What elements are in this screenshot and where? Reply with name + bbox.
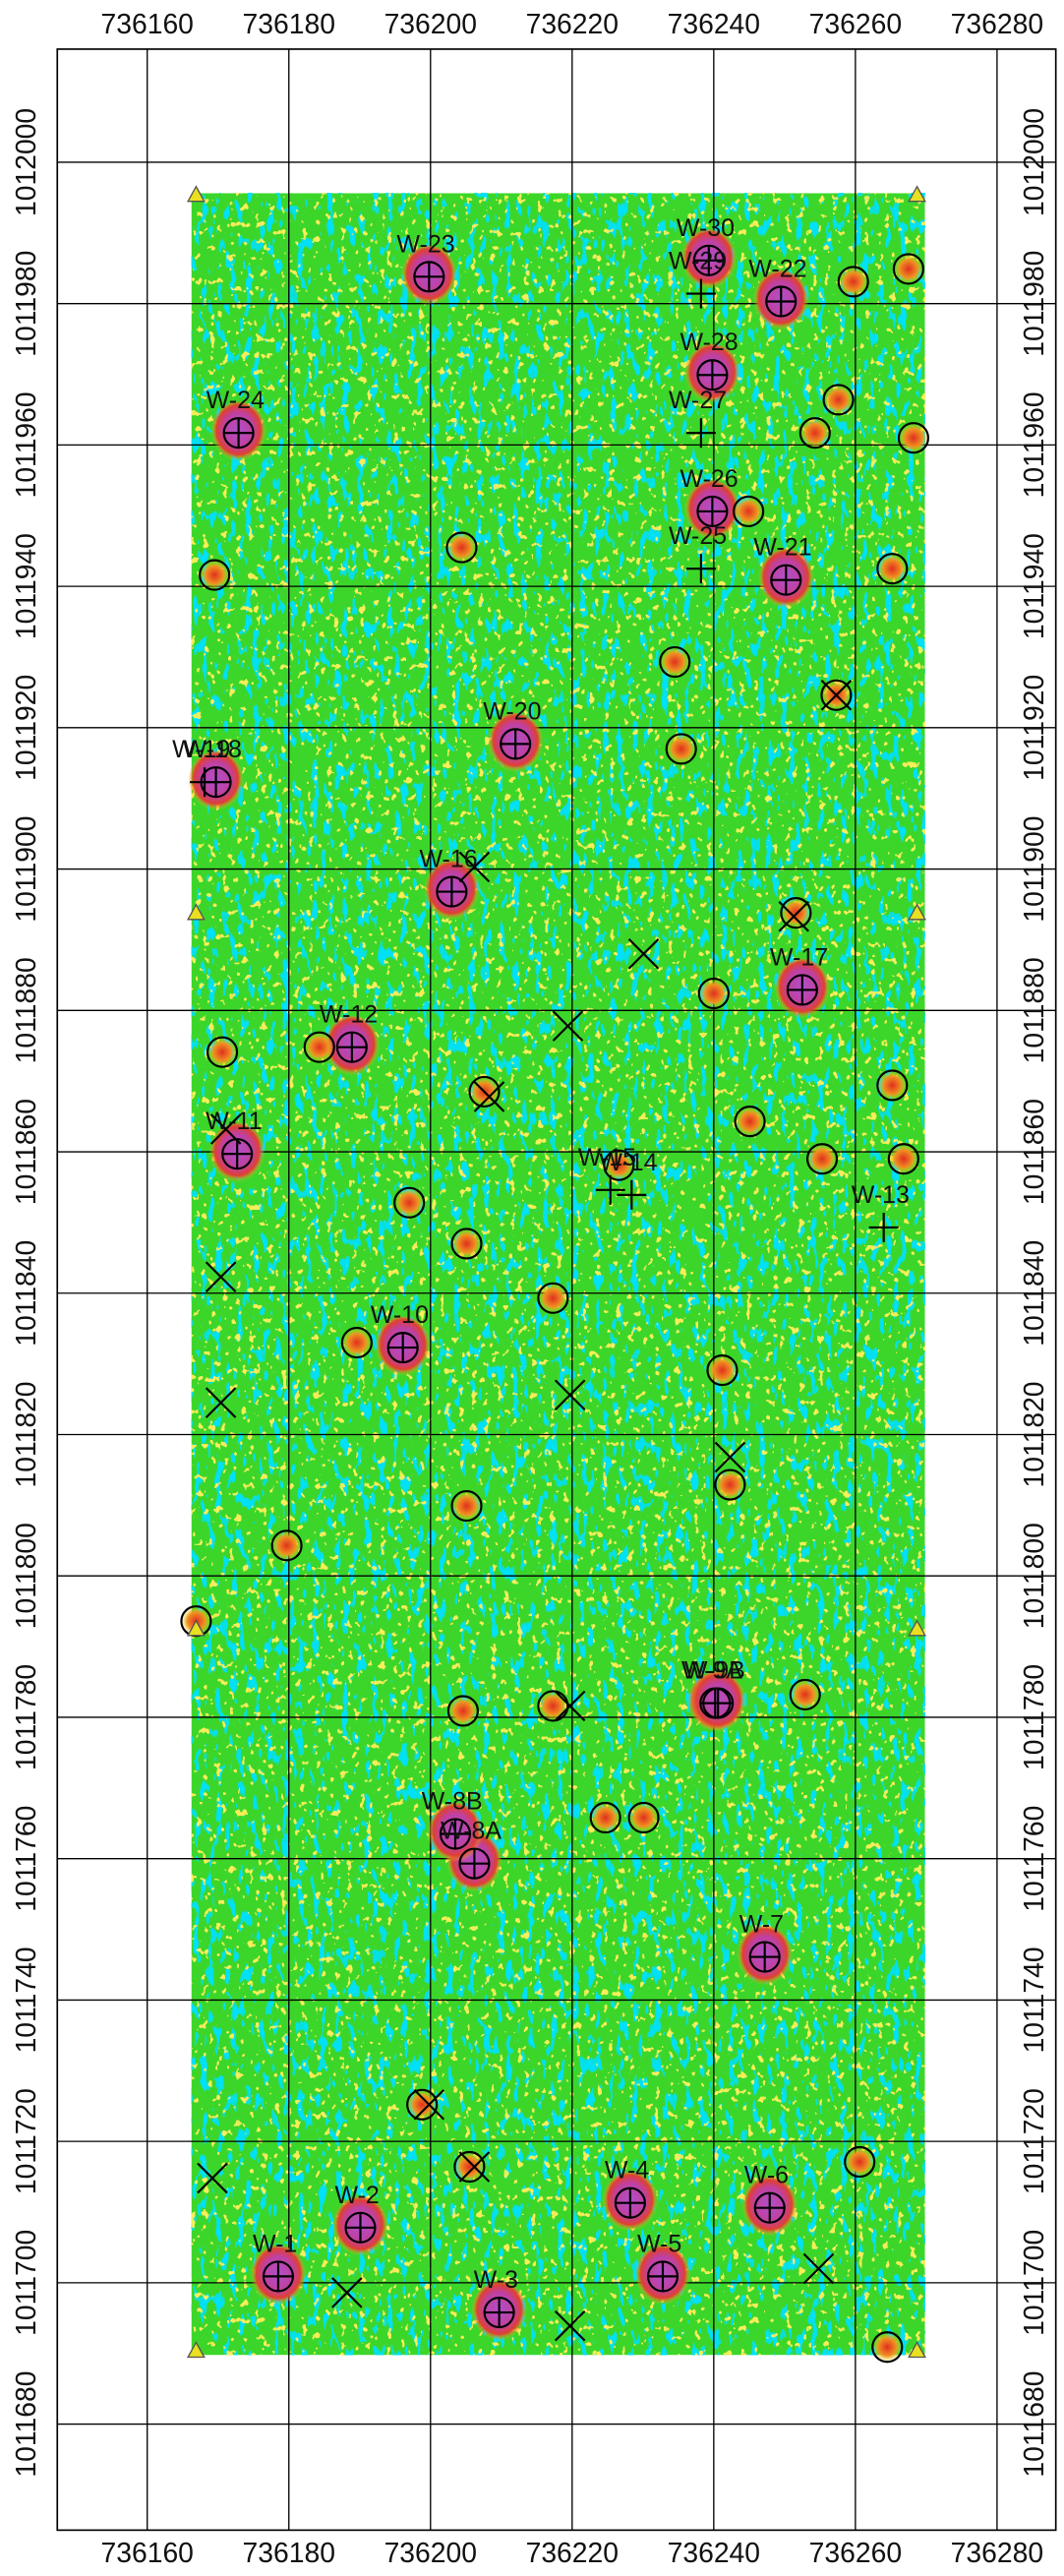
- well-label: W-27: [669, 387, 727, 414]
- y-tick-label-right: 1011820: [1018, 1381, 1049, 1487]
- well-label: W-17: [770, 943, 828, 971]
- x-tick-label-bottom: 736200: [384, 2537, 477, 2568]
- x-tick-label-top: 736180: [243, 8, 335, 39]
- x-tick-label-bottom: 736180: [243, 2537, 335, 2568]
- well-label: W-13: [852, 1181, 910, 1209]
- x-tick-label-bottom: 736160: [101, 2537, 194, 2568]
- well-label: W-3: [474, 2266, 518, 2294]
- y-tick-label-left: 1011720: [10, 2088, 41, 2194]
- well-label: W-22: [748, 255, 806, 282]
- well-label: W-9B: [684, 1657, 745, 1685]
- well-label: W-21: [753, 534, 811, 562]
- y-tick-label-left: 1011980: [10, 251, 41, 357]
- y-tick-label-right: 1011860: [1018, 1099, 1049, 1205]
- well-label: W-4: [605, 2157, 649, 2185]
- y-tick-label-right: 1011940: [1018, 533, 1049, 639]
- y-tick-label-left: 1011760: [10, 1806, 41, 1912]
- y-tick-label-right: 1011800: [1018, 1523, 1049, 1629]
- y-tick-label-right: 1011760: [1018, 1806, 1049, 1912]
- well-label: W-6: [744, 2162, 789, 2189]
- well-label: W-1: [253, 2230, 297, 2257]
- y-tick-label-left: 1011780: [10, 1664, 41, 1770]
- y-tick-label-left: 1011920: [10, 675, 41, 781]
- well-label: W-30: [677, 214, 735, 242]
- y-tick-label-left: 1011800: [10, 1523, 41, 1629]
- y-tick-label-right: 1011720: [1018, 2088, 1049, 2194]
- well-label: W-16: [419, 846, 477, 873]
- surface-high: [192, 193, 925, 2355]
- well-label: W-10: [371, 1301, 429, 1329]
- x-tick-label-top: 736280: [951, 8, 1043, 39]
- well-label: W-29: [669, 248, 727, 275]
- well-label: W-23: [396, 230, 454, 258]
- page: W-1W-2W-3W-4W-5W-6W-7W-8AW-8BW-9AW-9BW-1…: [0, 0, 1064, 2576]
- y-tick-label-left: 1011820: [10, 1381, 41, 1487]
- y-tick-label-left: 1012000: [10, 108, 41, 216]
- y-tick-label-left: 1011840: [10, 1240, 41, 1347]
- well-label: W-25: [669, 522, 727, 550]
- well-label: W-7: [739, 1911, 784, 1939]
- y-tick-label-right: 1012000: [1018, 108, 1049, 216]
- well-label: W-12: [320, 1001, 378, 1029]
- well-label: W-8B: [422, 1787, 483, 1815]
- x-tick-label-bottom: 736220: [526, 2537, 619, 2568]
- y-tick-label-right: 1011840: [1018, 1240, 1049, 1347]
- well-label: W-26: [680, 465, 738, 493]
- y-tick-label-right: 1011900: [1018, 816, 1049, 923]
- y-tick-label-right: 1011780: [1018, 1664, 1049, 1770]
- y-tick-label-left: 1011700: [10, 2230, 41, 2336]
- well-label: W-20: [483, 697, 541, 725]
- well-label: W-19: [172, 736, 230, 763]
- y-tick-label-left: 1011740: [10, 1947, 41, 2053]
- y-tick-label-right: 1011920: [1018, 675, 1049, 781]
- y-tick-label-right: 1011980: [1018, 251, 1049, 357]
- x-tick-label-bottom: 736240: [668, 2537, 760, 2568]
- y-tick-label-right: 1011680: [1018, 2371, 1049, 2478]
- x-tick-label-top: 736220: [526, 8, 619, 39]
- well-label: W-24: [207, 387, 265, 414]
- well-label: W-11: [206, 1108, 262, 1135]
- y-tick-label-left: 1011960: [10, 391, 41, 498]
- y-tick-label-left: 1011900: [10, 816, 41, 923]
- x-tick-label-bottom: 736260: [809, 2537, 902, 2568]
- well-label: W-15: [578, 1144, 636, 1171]
- survey-map: W-1W-2W-3W-4W-5W-6W-7W-8AW-8BW-9AW-9BW-1…: [0, 0, 1064, 2576]
- y-tick-label-right: 1011740: [1018, 1947, 1049, 2053]
- x-tick-label-top: 736200: [384, 8, 477, 39]
- y-tick-label-left: 1011940: [10, 533, 41, 639]
- well-label: W-28: [680, 329, 738, 356]
- survey-surface: [192, 193, 925, 2355]
- x-tick-label-bottom: 736280: [951, 2537, 1043, 2568]
- y-tick-label-right: 1011880: [1018, 957, 1049, 1063]
- y-tick-label-left: 1011860: [10, 1099, 41, 1205]
- well-label: W-8A: [441, 1818, 502, 1845]
- well-label: W-5: [637, 2230, 681, 2257]
- x-tick-label-top: 736240: [668, 8, 760, 39]
- x-tick-label-top: 736260: [809, 8, 902, 39]
- y-tick-label-right: 1011700: [1018, 2230, 1049, 2336]
- y-tick-label-left: 1011880: [10, 957, 41, 1063]
- well-label: W-2: [334, 2182, 379, 2209]
- y-tick-label-right: 1011960: [1018, 391, 1049, 498]
- y-tick-label-left: 1011680: [10, 2371, 41, 2478]
- x-tick-label-top: 736160: [101, 8, 194, 39]
